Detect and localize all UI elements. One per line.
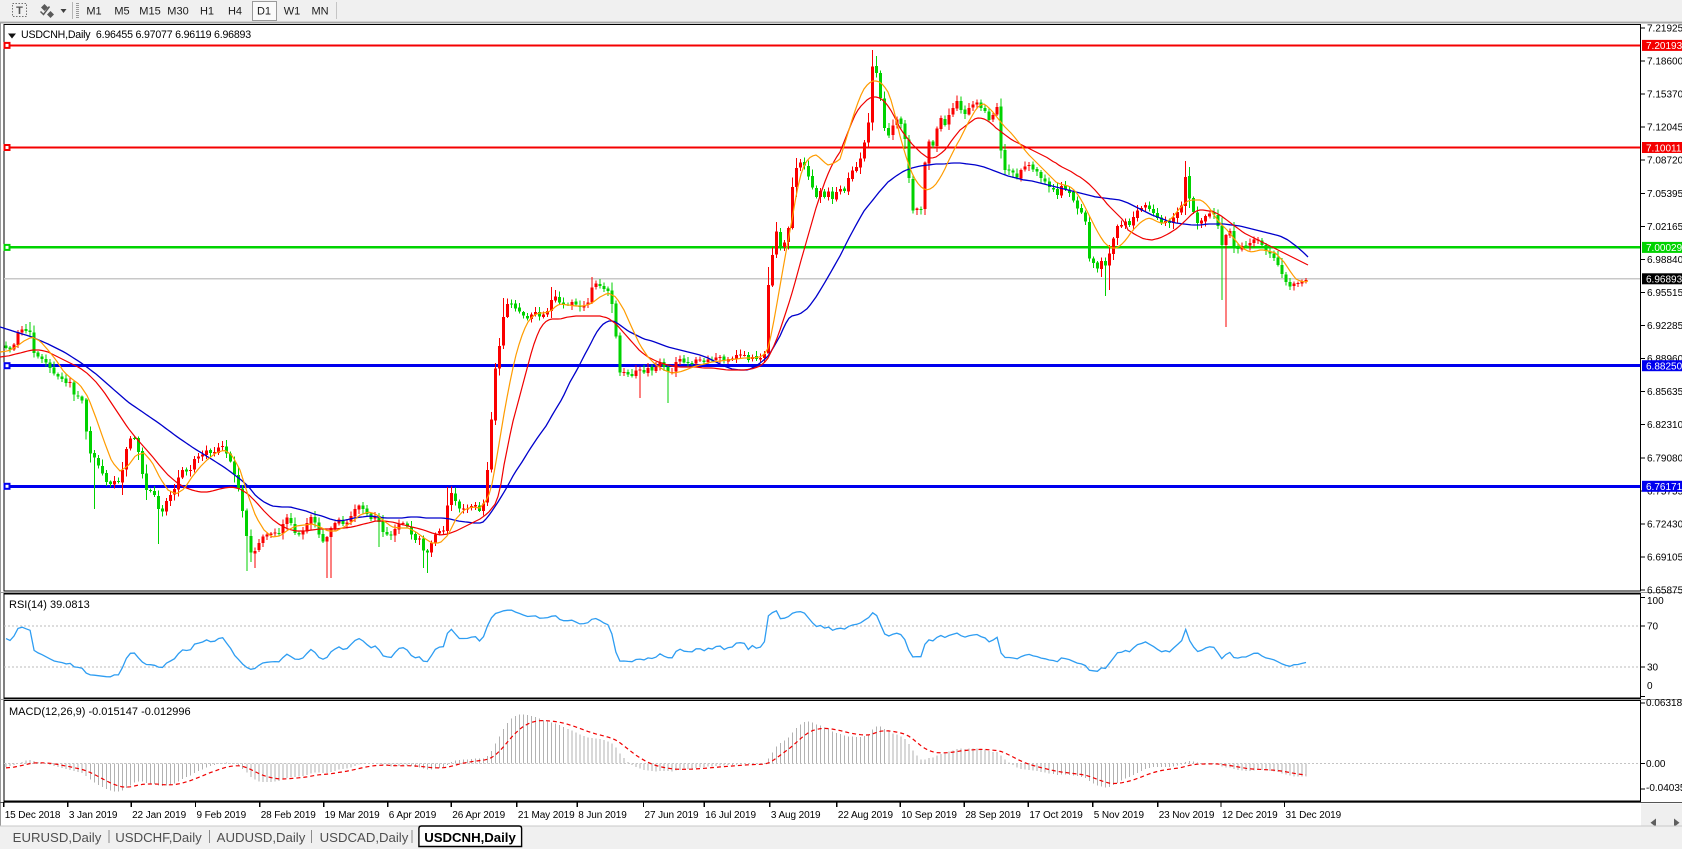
- svg-text:6.76171: 6.76171: [1646, 482, 1682, 493]
- svg-text:6.88250: 6.88250: [1646, 362, 1682, 373]
- svg-text:28 Sep 2019: 28 Sep 2019: [965, 810, 1021, 821]
- svg-text:26 Apr 2019: 26 Apr 2019: [452, 810, 505, 821]
- svg-text:22 Aug 2019: 22 Aug 2019: [838, 810, 894, 821]
- svg-text:0: 0: [1647, 681, 1653, 692]
- svg-text:6.98840: 6.98840: [1647, 255, 1682, 266]
- svg-text:0.00: 0.00: [1646, 759, 1666, 770]
- svg-text:M30: M30: [167, 6, 188, 18]
- svg-text:7.20193: 7.20193: [1646, 41, 1682, 52]
- svg-text:7.12045: 7.12045: [1647, 123, 1682, 134]
- svg-text:AUDUSD,Daily: AUDUSD,Daily: [217, 830, 306, 845]
- svg-text:M15: M15: [139, 6, 160, 18]
- svg-text:21 May 2019: 21 May 2019: [518, 810, 575, 821]
- svg-text:T: T: [16, 5, 23, 17]
- svg-text:M5: M5: [114, 6, 129, 18]
- svg-text:17 Oct 2019: 17 Oct 2019: [1029, 810, 1083, 821]
- svg-text:D1: D1: [257, 6, 271, 18]
- svg-text:23 Nov 2019: 23 Nov 2019: [1159, 810, 1215, 821]
- svg-text:W1: W1: [284, 6, 301, 18]
- svg-text:7.15370: 7.15370: [1647, 90, 1682, 101]
- svg-text:6.65875: 6.65875: [1647, 586, 1682, 597]
- svg-text:7.21925: 7.21925: [1647, 24, 1682, 35]
- svg-text:10 Sep 2019: 10 Sep 2019: [901, 810, 957, 821]
- svg-text:EURUSD,Daily: EURUSD,Daily: [13, 830, 102, 845]
- svg-text:31 Dec 2019: 31 Dec 2019: [1286, 810, 1342, 821]
- svg-text:USDCNH,Daily 6.96455 6.97077: USDCNH,Daily 6.96455 6.97077 6.96119 6.9…: [21, 29, 251, 41]
- svg-text:7.08720: 7.08720: [1647, 156, 1682, 167]
- svg-text:6.96893: 6.96893: [1646, 275, 1682, 286]
- svg-text:100: 100: [1647, 596, 1664, 607]
- svg-text:12 Dec 2019: 12 Dec 2019: [1222, 810, 1278, 821]
- svg-text:9 Feb 2019: 9 Feb 2019: [197, 810, 247, 821]
- svg-text:-0.040355: -0.040355: [1646, 783, 1682, 794]
- svg-text:6.95515: 6.95515: [1647, 288, 1682, 299]
- svg-text:RSI(14) 39.0813: RSI(14) 39.0813: [9, 599, 90, 611]
- svg-text:H4: H4: [228, 6, 242, 18]
- svg-text:8 Jun 2019: 8 Jun 2019: [578, 810, 627, 821]
- svg-text:3 Jan 2019: 3 Jan 2019: [69, 810, 118, 821]
- svg-text:0.063184: 0.063184: [1646, 698, 1682, 709]
- svg-text:15 Dec 2018: 15 Dec 2018: [5, 810, 61, 821]
- svg-text:MACD(12,26,9) -0.015147 -0.012: MACD(12,26,9) -0.015147 -0.012996: [9, 706, 191, 718]
- svg-text:27 Jun 2019: 27 Jun 2019: [645, 810, 699, 821]
- svg-text:M1: M1: [86, 6, 101, 18]
- svg-text:5 Nov 2019: 5 Nov 2019: [1094, 810, 1145, 821]
- svg-text:70: 70: [1647, 622, 1659, 633]
- svg-text:6.88960: 6.88960: [1647, 354, 1682, 365]
- svg-text:6.85635: 6.85635: [1647, 387, 1682, 398]
- svg-text:USDCNH,Daily: USDCNH,Daily: [424, 830, 516, 845]
- svg-text:6.69105: 6.69105: [1647, 553, 1682, 564]
- svg-text:28 Feb 2019: 28 Feb 2019: [261, 810, 317, 821]
- svg-text:22 Jan 2019: 22 Jan 2019: [132, 810, 186, 821]
- svg-text:6.92285: 6.92285: [1647, 321, 1682, 332]
- svg-text:19 Mar 2019: 19 Mar 2019: [325, 810, 381, 821]
- svg-text:H1: H1: [200, 6, 214, 18]
- svg-text:7.00029: 7.00029: [1646, 243, 1682, 254]
- svg-text:6 Apr 2019: 6 Apr 2019: [389, 810, 437, 821]
- svg-text:16 Jul 2019: 16 Jul 2019: [705, 810, 756, 821]
- svg-text:7.05395: 7.05395: [1647, 189, 1682, 200]
- svg-text:7.18600: 7.18600: [1647, 57, 1682, 68]
- svg-text:3 Aug 2019: 3 Aug 2019: [771, 810, 821, 821]
- svg-text:USDCAD,Daily: USDCAD,Daily: [320, 830, 409, 845]
- svg-text:7.02165: 7.02165: [1647, 222, 1682, 233]
- svg-text:6.79080: 6.79080: [1647, 453, 1682, 464]
- svg-text:MN: MN: [311, 6, 328, 18]
- svg-text:USDCHF,Daily: USDCHF,Daily: [115, 830, 202, 845]
- svg-text:6.82310: 6.82310: [1647, 420, 1682, 431]
- svg-text:6.72430: 6.72430: [1647, 519, 1682, 530]
- svg-text:30: 30: [1647, 663, 1659, 674]
- svg-text:7.10011: 7.10011: [1646, 143, 1682, 154]
